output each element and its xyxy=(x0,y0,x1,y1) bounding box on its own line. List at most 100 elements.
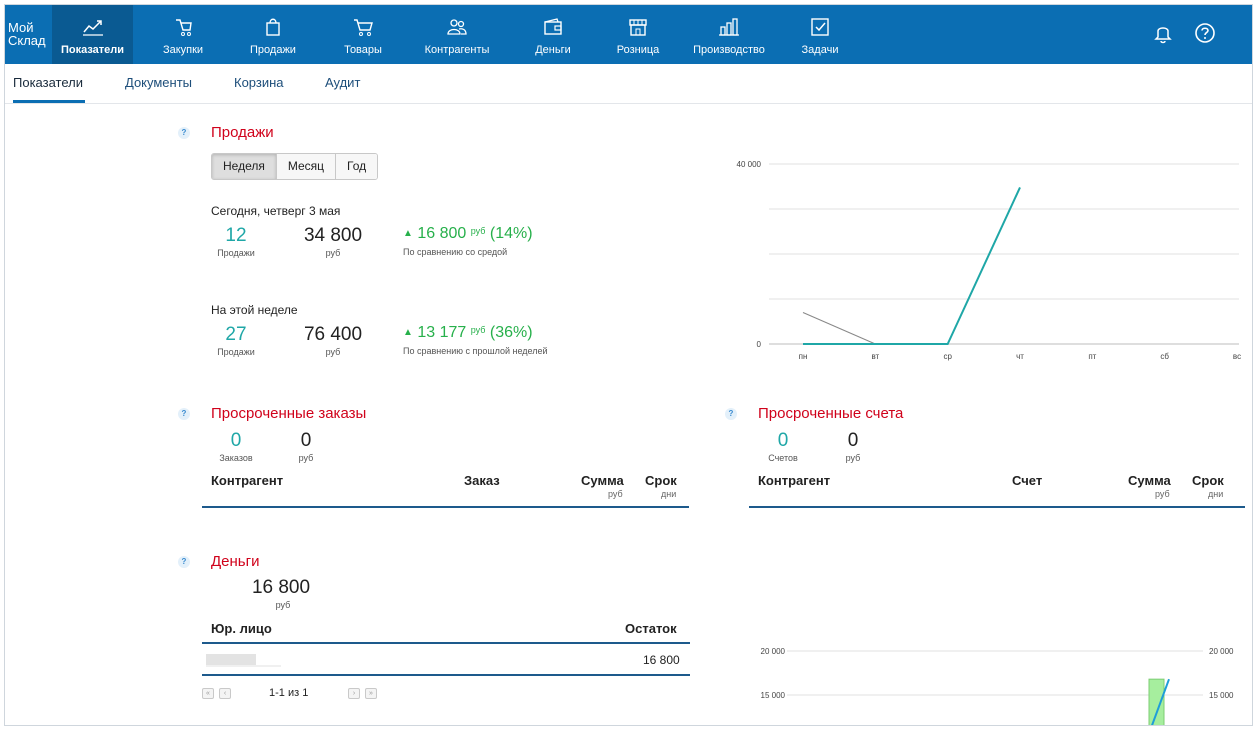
money-table-footer-divider xyxy=(202,674,690,676)
logo[interactable]: Мой Склад xyxy=(5,21,51,57)
tab-trash[interactable]: Корзина xyxy=(234,75,284,90)
col-sum[interactable]: Сумма xyxy=(581,473,624,488)
period-month-button[interactable]: Месяц xyxy=(276,154,337,179)
overdue-orders-count-label: Заказов xyxy=(219,453,253,463)
nav-label: Розница xyxy=(616,44,660,56)
today-delta-value: 16 800 xyxy=(417,225,467,242)
col-due[interactable]: Срок xyxy=(645,473,677,488)
col-counterparty[interactable]: Контрагент xyxy=(211,473,284,488)
col-sum[interactable]: Сумма xyxy=(1128,473,1171,488)
store-icon xyxy=(629,19,647,36)
today-sales-sum: 34 800 xyxy=(303,225,363,246)
week-delta: ▲ 13 177 руб (36%) xyxy=(403,324,533,342)
x-tick-label: ср xyxy=(943,352,952,361)
col-invoice[interactable]: Счет xyxy=(1012,473,1043,488)
overdue-orders-sum: 0 xyxy=(300,430,312,451)
chart-icon xyxy=(82,20,103,36)
week-delta-pct: (36%) xyxy=(489,324,533,341)
week-sales-sum-label: руб xyxy=(325,347,341,357)
cart-icon xyxy=(354,19,373,36)
nav-item-production[interactable]: Производство xyxy=(685,5,773,64)
x-tick-label: сб xyxy=(1160,352,1169,361)
pager-text: 1-1 из 1 xyxy=(269,687,309,699)
series-line xyxy=(803,186,1021,345)
overdue-orders-title[interactable]: Просроченные заказы xyxy=(211,405,367,422)
nav-item-money[interactable]: Деньги xyxy=(513,5,593,64)
period-week-button[interactable]: Неделя xyxy=(212,154,277,179)
bell-icon[interactable] xyxy=(1152,22,1174,44)
tab-indicators[interactable]: Показатели xyxy=(13,75,83,90)
overdue-orders-count[interactable]: 0 xyxy=(230,430,242,451)
purchase-icon xyxy=(176,19,192,36)
period-switcher: Неделя Месяц Год xyxy=(211,153,379,180)
logo-line1: Мой xyxy=(8,20,34,35)
y-tick-label-left: 20 000 xyxy=(761,647,786,656)
col-counterparty[interactable]: Контрагент xyxy=(758,473,831,488)
help-icon[interactable] xyxy=(1194,22,1216,44)
period-year-button[interactable]: Год xyxy=(336,154,378,179)
nav-label: Производство xyxy=(693,44,765,56)
nav-item-tasks[interactable]: Задачи xyxy=(780,5,860,64)
nav-label: Деньги xyxy=(535,44,571,56)
money-table-header-divider xyxy=(202,642,690,644)
money-title[interactable]: Деньги xyxy=(211,553,260,570)
wallet-icon xyxy=(544,18,562,35)
x-tick-label: вс xyxy=(1233,352,1241,361)
nav-label: Контрагенты xyxy=(424,44,490,56)
overdue-invoices-sum-label: руб xyxy=(845,453,861,463)
week-delta-caption: По сравнению с прошлой неделей xyxy=(403,346,548,356)
col-balance[interactable]: Остаток xyxy=(625,621,677,636)
first-page-icon[interactable]: « xyxy=(202,688,214,699)
nav-label: Товары xyxy=(344,44,382,56)
week-delta-unit: руб xyxy=(470,325,486,335)
tab-documents[interactable]: Документы xyxy=(125,75,193,90)
nav-item-counterparties[interactable]: Контрагенты xyxy=(411,5,503,64)
sales-help-icon[interactable]: ? xyxy=(178,127,190,139)
nav-label: Задачи xyxy=(801,44,839,56)
bag-icon xyxy=(266,18,280,36)
nav-item-purchases[interactable]: Закупки xyxy=(143,5,223,64)
tab-audit[interactable]: Аудит xyxy=(325,75,361,90)
money-help-icon[interactable]: ? xyxy=(178,556,190,568)
y-tick-label-left: 15 000 xyxy=(761,691,786,700)
nav-item-sales[interactable]: Продажи xyxy=(233,5,313,64)
today-delta-unit: руб xyxy=(470,226,486,236)
task-icon xyxy=(811,18,829,36)
week-delta-value: 13 177 xyxy=(417,324,467,341)
overdue-invoices-title[interactable]: Просроченные счета xyxy=(758,405,904,422)
last-page-icon[interactable]: » xyxy=(365,688,377,699)
nav-item-indicators[interactable]: Показатели xyxy=(52,5,133,64)
week-sales-count[interactable]: 27 xyxy=(225,324,247,345)
week-sales-count-label: Продажи xyxy=(217,347,255,357)
col-due[interactable]: Срок xyxy=(1192,473,1224,488)
series-line xyxy=(1151,678,1170,725)
people-icon xyxy=(447,19,467,35)
col-sum-unit: руб xyxy=(1155,489,1170,499)
factory-icon xyxy=(719,18,739,36)
x-tick-label: вт xyxy=(871,352,879,361)
col-legal-entity[interactable]: Юр. лицо xyxy=(211,621,272,636)
up-arrow-icon: ▲ xyxy=(403,228,413,239)
today-sales-count[interactable]: 12 xyxy=(225,225,247,246)
legal-entity-name-redacted[interactable] xyxy=(206,654,256,666)
next-page-icon[interactable]: › xyxy=(348,688,360,699)
today-sales-sum-label: руб xyxy=(325,248,341,258)
orders-help-icon[interactable]: ? xyxy=(178,408,190,420)
nav-item-goods[interactable]: Товары xyxy=(323,5,403,64)
nav-item-retail[interactable]: Розница xyxy=(598,5,678,64)
nav-label: Показатели xyxy=(60,44,125,56)
overdue-invoices-count-label: Счетов xyxy=(768,453,798,463)
invoices-help-icon[interactable]: ? xyxy=(725,408,737,420)
overdue-invoices-count[interactable]: 0 xyxy=(777,430,789,451)
sales-title[interactable]: Продажи xyxy=(211,124,274,141)
col-due-unit: дни xyxy=(1208,489,1224,499)
week-sales-sum: 76 400 xyxy=(303,324,363,345)
legal-entity-name-redacted-underline xyxy=(206,665,281,667)
y-tick-label: 0 xyxy=(757,340,762,349)
prev-page-icon[interactable]: ‹ xyxy=(219,688,231,699)
col-order[interactable]: Заказ xyxy=(464,473,500,488)
y-tick-label-right: 20 000 xyxy=(1209,647,1234,656)
nav-label: Закупки xyxy=(162,44,204,56)
orders-table-divider xyxy=(202,506,689,508)
col-sum-unit: руб xyxy=(608,489,623,499)
